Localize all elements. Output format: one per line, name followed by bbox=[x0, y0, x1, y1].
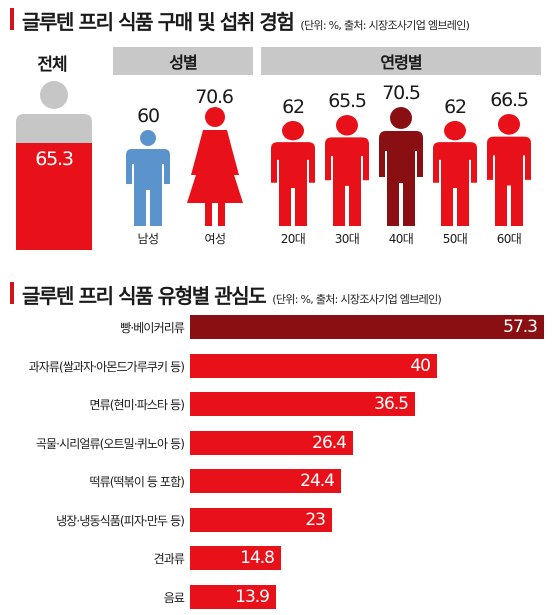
age-figure bbox=[379, 107, 423, 226]
male-figure bbox=[122, 130, 174, 226]
bar-value-label: 13.9 bbox=[235, 587, 270, 607]
bar-category-label: 과자류(쌀과자·아몬드가루쿠키 등) bbox=[28, 360, 185, 374]
bar: 57.3 bbox=[190, 315, 544, 339]
bar-category-label: 냉장·냉동식품(피자·만두 등) bbox=[56, 514, 185, 528]
bar-category-label: 빵·베이커리류 bbox=[120, 321, 185, 335]
bar: 23 bbox=[190, 508, 332, 532]
age-header: 연령별 bbox=[261, 47, 541, 75]
bar: 26.4 bbox=[190, 431, 353, 455]
bar-value-label: 23 bbox=[305, 510, 326, 530]
gender-header: 성별 bbox=[113, 47, 253, 75]
age-value: 70.5 bbox=[382, 82, 421, 104]
gender-value-male: 60 bbox=[137, 105, 160, 127]
bar: 14.8 bbox=[190, 546, 281, 570]
bar: 36.5 bbox=[190, 392, 415, 416]
bar: 24.4 bbox=[190, 469, 341, 493]
total-label: 전체 bbox=[37, 55, 67, 75]
age-caption: 40대 bbox=[388, 232, 414, 246]
total-value: 65.3 bbox=[35, 148, 74, 170]
bar-category-label: 면류(현미·파스타 등) bbox=[89, 398, 184, 412]
bar: 40 bbox=[190, 354, 437, 378]
age-value: 62 bbox=[444, 96, 467, 118]
female-figure bbox=[185, 107, 245, 226]
age-caption: 20대 bbox=[280, 232, 306, 246]
age-value: 62 bbox=[282, 96, 305, 118]
section2-title: 글루텐 프리 식품 유형별 관심도 (단위: %, 출처: 시장조사기업 엠브레… bbox=[10, 280, 442, 309]
bar-category-label: 견과류 bbox=[153, 552, 185, 566]
bar: 13.9 bbox=[190, 585, 276, 609]
age-figure bbox=[271, 121, 315, 226]
age-figure bbox=[325, 115, 369, 226]
section1-title: 글루텐 프리 식품 구매 및 섭취 경험 (단위: %, 출처: 시장조사기업 … bbox=[10, 6, 470, 35]
age-caption: 60대 bbox=[496, 232, 522, 246]
bar-value-label: 57.3 bbox=[503, 317, 538, 337]
bar-value-label: 40 bbox=[410, 356, 431, 376]
gender-value-female: 70.6 bbox=[195, 86, 234, 108]
bar-category-label: 곡물·시리얼류(오트밀·퀴노아 등) bbox=[35, 437, 185, 451]
total-figure bbox=[12, 80, 96, 250]
title-accent-bar bbox=[10, 282, 14, 304]
bar-category-label: 음료 bbox=[163, 591, 185, 605]
age-caption: 30대 bbox=[334, 232, 360, 246]
bar-category-label: 떡류(떡볶이 등 포함) bbox=[89, 475, 184, 489]
age-figure bbox=[487, 114, 531, 226]
gender-caption-male: 남성 bbox=[137, 232, 159, 246]
bar-value-label: 24.4 bbox=[300, 471, 335, 491]
bar-value-label: 14.8 bbox=[240, 548, 275, 568]
age-value: 66.5 bbox=[490, 89, 529, 111]
gender-caption-female: 여성 bbox=[204, 232, 226, 246]
age-figure bbox=[433, 121, 477, 226]
bar-value-label: 36.5 bbox=[374, 394, 409, 414]
age-caption: 50대 bbox=[442, 232, 468, 246]
bar-value-label: 26.4 bbox=[312, 433, 347, 453]
age-value: 65.5 bbox=[328, 90, 367, 112]
title-accent-bar bbox=[10, 8, 14, 30]
